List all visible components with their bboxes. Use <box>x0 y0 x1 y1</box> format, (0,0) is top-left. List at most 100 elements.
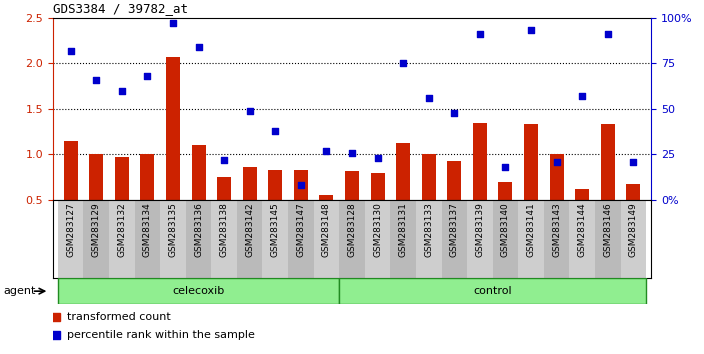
Text: GSM283131: GSM283131 <box>398 202 408 257</box>
Text: agent: agent <box>4 286 36 296</box>
Point <box>372 155 383 161</box>
Bar <box>115 157 129 200</box>
Bar <box>63 141 77 200</box>
Bar <box>268 170 282 200</box>
Text: GSM283142: GSM283142 <box>245 202 254 257</box>
Point <box>244 108 256 114</box>
Text: GSM283139: GSM283139 <box>475 202 484 257</box>
Bar <box>543 200 570 278</box>
Point <box>398 61 409 66</box>
Bar <box>339 278 646 304</box>
Text: GSM283128: GSM283128 <box>348 202 356 257</box>
Text: GSM283140: GSM283140 <box>501 202 510 257</box>
Text: GSM283146: GSM283146 <box>603 202 612 257</box>
Bar <box>263 200 288 278</box>
Point <box>270 128 281 133</box>
Bar <box>294 170 308 200</box>
Bar <box>89 154 103 200</box>
Point <box>525 28 536 33</box>
Text: GSM283137: GSM283137 <box>450 202 459 257</box>
Bar <box>601 124 615 200</box>
Bar <box>84 200 109 278</box>
Point <box>193 44 204 50</box>
Bar <box>140 154 154 200</box>
Text: GSM283138: GSM283138 <box>220 202 229 257</box>
Bar <box>575 189 589 200</box>
Bar <box>447 161 461 200</box>
Text: percentile rank within the sample: percentile rank within the sample <box>67 330 255 339</box>
Bar <box>365 200 390 278</box>
Bar <box>570 200 595 278</box>
Bar <box>422 154 436 200</box>
Text: control: control <box>473 286 512 296</box>
Bar <box>320 195 334 200</box>
Point <box>628 159 639 165</box>
Text: GSM283133: GSM283133 <box>425 202 433 257</box>
Bar <box>620 200 646 278</box>
Point <box>295 183 306 188</box>
Point <box>116 88 127 93</box>
Point <box>321 148 332 154</box>
Bar <box>134 200 161 278</box>
Point <box>91 77 102 82</box>
Bar <box>524 124 538 200</box>
Bar <box>518 200 543 278</box>
Point <box>500 164 511 170</box>
Text: GSM283136: GSM283136 <box>194 202 203 257</box>
Text: GSM283147: GSM283147 <box>296 202 306 257</box>
Text: GSM283145: GSM283145 <box>271 202 279 257</box>
Bar <box>186 200 211 278</box>
Bar <box>595 200 620 278</box>
Point <box>142 73 153 79</box>
Point <box>423 95 434 101</box>
Text: GSM283129: GSM283129 <box>92 202 101 257</box>
Bar <box>473 122 487 200</box>
Point <box>448 110 460 115</box>
Bar <box>211 200 237 278</box>
Bar <box>217 177 231 200</box>
Text: GSM283127: GSM283127 <box>66 202 75 257</box>
Point <box>346 150 358 155</box>
Point <box>602 31 613 37</box>
Bar <box>345 171 359 200</box>
Bar <box>191 145 206 200</box>
Text: GSM283144: GSM283144 <box>578 202 586 257</box>
Text: GSM283130: GSM283130 <box>373 202 382 257</box>
Bar <box>498 182 513 200</box>
Bar <box>467 200 493 278</box>
Bar <box>58 278 339 304</box>
Text: GSM283135: GSM283135 <box>168 202 177 257</box>
Text: GSM283143: GSM283143 <box>552 202 561 257</box>
Bar <box>627 184 641 200</box>
Bar <box>58 200 84 278</box>
Bar <box>550 154 564 200</box>
Point <box>474 31 486 37</box>
Point <box>577 93 588 99</box>
Bar <box>161 200 186 278</box>
Bar <box>339 200 365 278</box>
Text: celecoxib: celecoxib <box>172 286 225 296</box>
Bar <box>441 200 467 278</box>
Text: GSM283132: GSM283132 <box>118 202 126 257</box>
Bar <box>314 200 339 278</box>
Bar <box>237 200 263 278</box>
Bar <box>288 200 314 278</box>
Bar <box>243 167 257 200</box>
Bar <box>493 200 518 278</box>
Point <box>65 48 76 53</box>
Point <box>168 20 179 26</box>
Text: GSM283134: GSM283134 <box>143 202 152 257</box>
Point <box>218 157 230 163</box>
Bar <box>370 173 384 200</box>
Bar <box>109 200 134 278</box>
Bar <box>416 200 441 278</box>
Text: GSM283149: GSM283149 <box>629 202 638 257</box>
Bar <box>390 200 416 278</box>
Text: transformed count: transformed count <box>67 312 171 322</box>
Text: GDS3384 / 39782_at: GDS3384 / 39782_at <box>53 2 188 15</box>
Bar <box>396 143 410 200</box>
Text: GSM283148: GSM283148 <box>322 202 331 257</box>
Text: GSM283141: GSM283141 <box>527 202 536 257</box>
Bar <box>166 57 180 200</box>
Point <box>551 159 562 165</box>
